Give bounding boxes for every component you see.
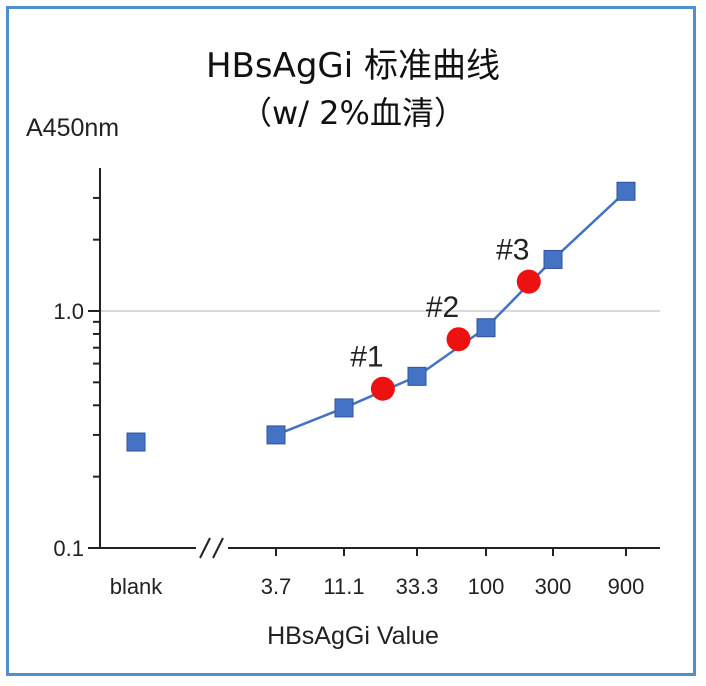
chart-subtitle: （w/ 2%血清） [240, 94, 466, 132]
x-tick-label-5: 300 [535, 574, 572, 599]
sample-point-3 [516, 269, 541, 294]
x-tick-label-4: 100 [468, 574, 505, 599]
y-tick-label-1: 1.0 [53, 299, 84, 324]
sample-label-1: #1 [350, 341, 383, 374]
x-tick-label-0: blank [110, 574, 164, 599]
chart-title: HBsAgGi 标准曲线 [205, 46, 501, 86]
data-point-3-7 [266, 425, 286, 445]
data-point-900 [616, 181, 636, 201]
axis-break-mark-2 [212, 537, 224, 559]
x-axis-label: HBsAgGi Value [267, 622, 439, 650]
y-tick-label-0: 0.1 [53, 536, 84, 561]
sample-point-1 [370, 376, 395, 401]
data-point-11-1 [334, 398, 354, 418]
data-point-blank [126, 432, 146, 452]
chart-frame [6, 6, 696, 676]
series-line [275, 190, 627, 437]
sample-label-2: #2 [426, 291, 459, 324]
data-point-100 [476, 318, 496, 338]
data-point-33-3 [407, 366, 427, 386]
x-tick-label-3: 33.3 [396, 574, 439, 599]
axis-break-mark-1 [199, 537, 211, 559]
x-tick-label-2: 11.1 [323, 574, 364, 599]
x-tick-label-1: 3.7 [261, 574, 292, 599]
sample-label-3: #3 [496, 234, 529, 267]
y-axis-label: A450nm [26, 114, 120, 142]
sample-point-2 [446, 327, 471, 352]
data-point-300 [543, 249, 563, 269]
x-tick-label-6: 900 [608, 574, 645, 599]
